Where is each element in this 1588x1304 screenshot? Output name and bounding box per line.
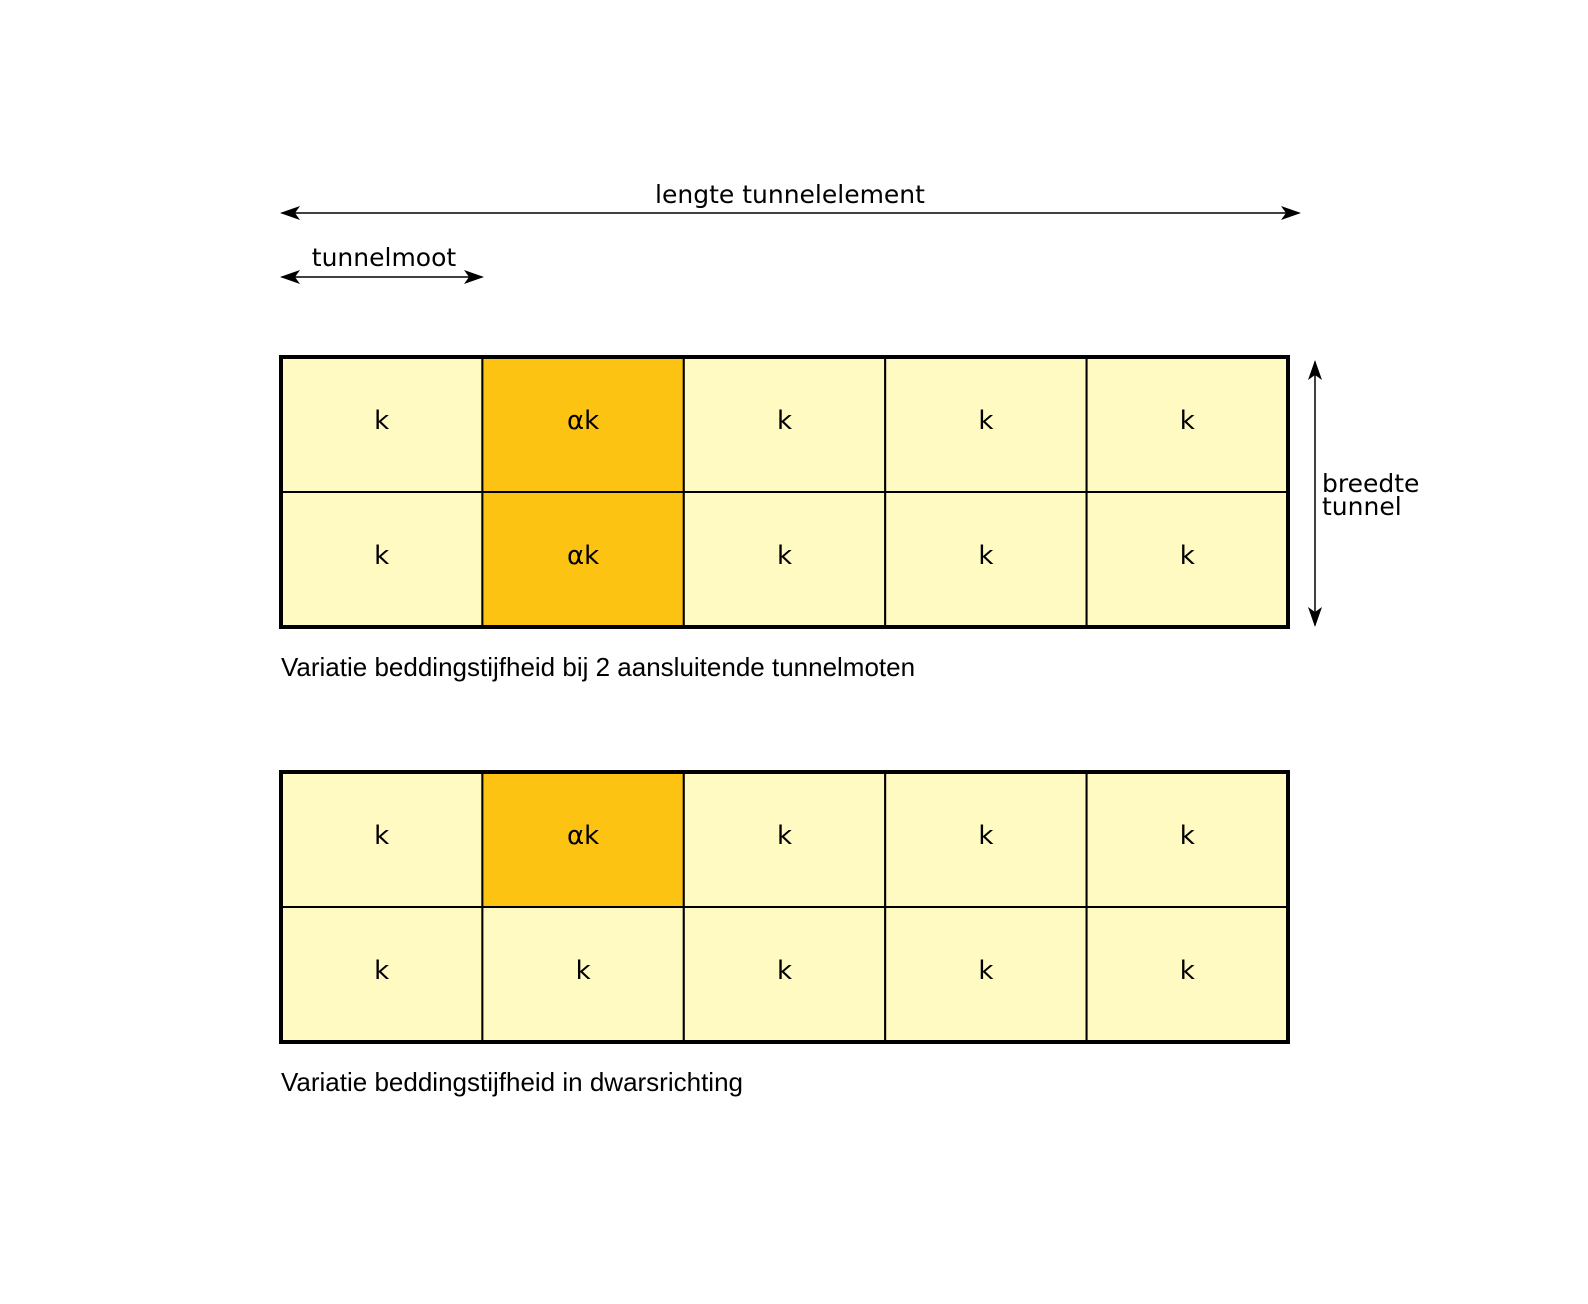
grid-cell-value: k: [1180, 821, 1195, 851]
grid-cell-value: k: [1180, 406, 1195, 436]
grid-cell-value: k: [777, 541, 792, 571]
grid-cell-value: k: [1180, 956, 1195, 986]
length-label: lengte tunnelelement: [655, 180, 925, 209]
grid-cell: [280, 906, 484, 1043]
grid-cell-value: k: [374, 406, 389, 436]
width-dimension: breedte tunnel: [1308, 360, 1419, 627]
grid-caption-two-segments: Variatie beddingstijfheid bij 2 aansluit…: [281, 652, 915, 682]
grid-cell: [280, 771, 484, 908]
grid-cell-value: k: [777, 406, 792, 436]
grid-caption-transverse: Variatie beddingstijfheid in dwarsrichti…: [281, 1067, 743, 1097]
grid-cell: [1085, 491, 1289, 628]
segment-dimension: tunnelmoot: [280, 243, 484, 284]
grid-cell-value: k: [978, 541, 993, 571]
grid-cell-value: αk: [567, 821, 599, 851]
grid-cell: [280, 491, 484, 628]
grid-cell-value: k: [374, 956, 389, 986]
grid-cell: [884, 771, 1088, 908]
grid-cell-value: k: [978, 956, 993, 986]
grid-cell: [682, 491, 887, 628]
grid-border: [279, 770, 1290, 1044]
grid-cell-value: k: [777, 956, 792, 986]
grid-cell: [682, 906, 887, 1043]
grid-cell: [481, 771, 685, 908]
grid-cell: [481, 491, 685, 628]
grid-cell-value: k: [374, 541, 389, 571]
grid-cell-value: k: [576, 956, 591, 986]
grid-cell: [1085, 771, 1289, 908]
grid-cell-value: k: [374, 821, 389, 851]
grid-cell-value: αk: [567, 406, 599, 436]
grid-cell-value: k: [1180, 541, 1195, 571]
segment-label: tunnelmoot: [312, 243, 457, 272]
width-label-line2: tunnel: [1322, 492, 1402, 521]
grid-cell-value: k: [777, 821, 792, 851]
width-label-line1: breedte: [1322, 469, 1419, 498]
grid-cell: [1085, 356, 1289, 493]
grid-cell-value: αk: [567, 541, 599, 571]
grid-cell: [481, 906, 685, 1043]
grid-cell-value: k: [978, 406, 993, 436]
grid-border: [279, 355, 1290, 629]
grid-transverse: k αk k k k k k k k k: [279, 770, 1290, 1044]
grid-cell: [1085, 906, 1289, 1043]
length-dimension: lengte tunnelelement: [280, 180, 1301, 220]
grid-cell-value: k: [978, 821, 993, 851]
grid-cell: [884, 906, 1088, 1043]
grid-two-segments: k αk k k k k αk k k k: [279, 355, 1290, 629]
grid-cell: [682, 771, 887, 908]
